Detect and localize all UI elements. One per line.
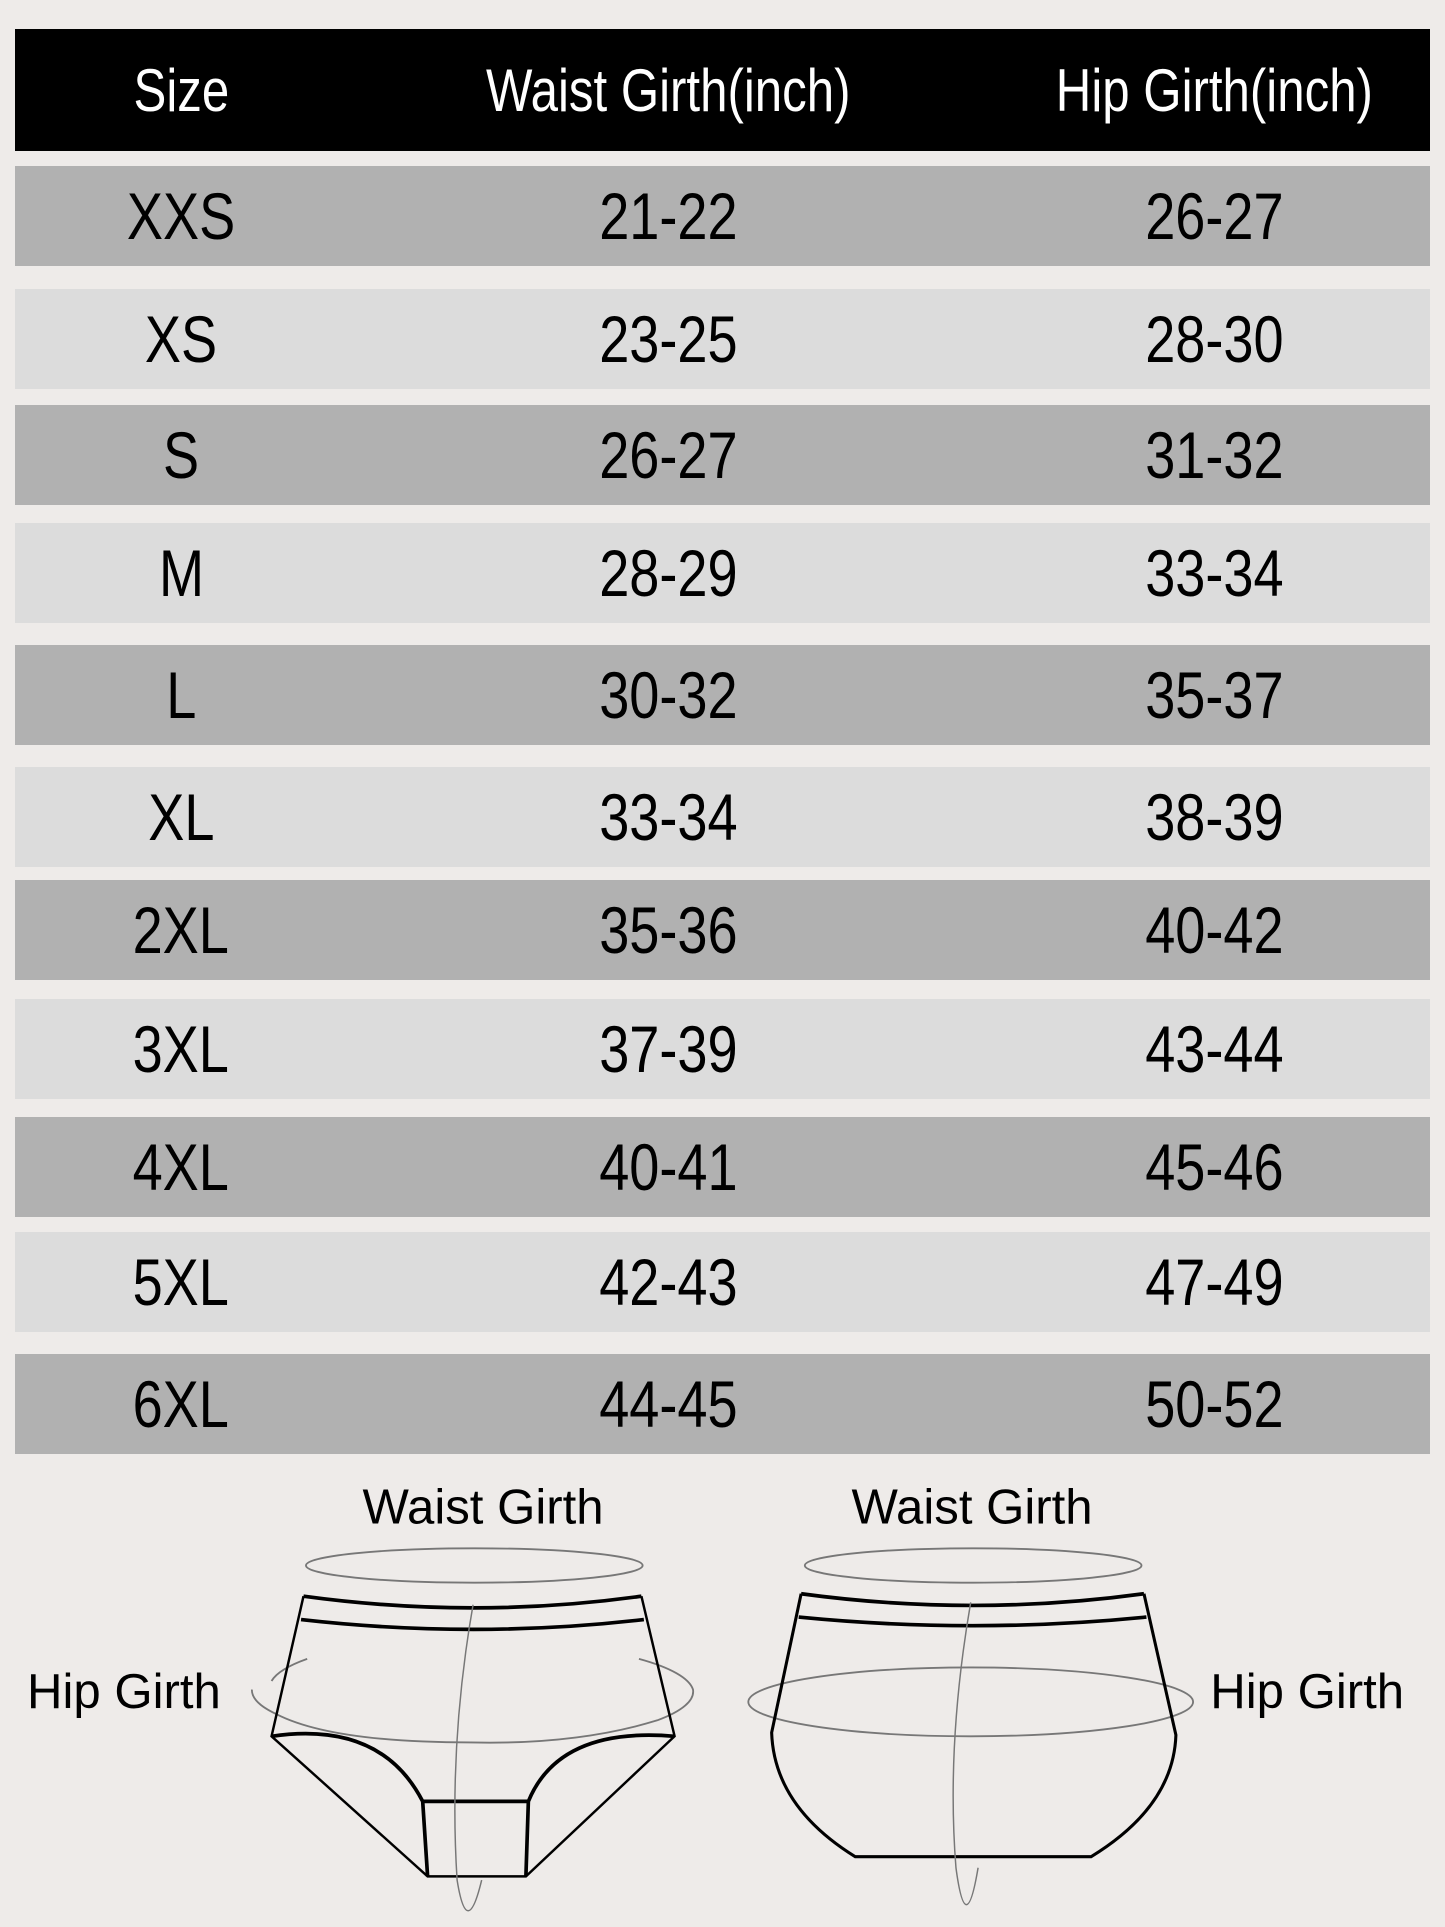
table-row: 5XL 42-43 47-49 — [15, 1232, 1430, 1332]
size-value: S — [162, 418, 200, 492]
header-hip: Hip Girth(inch) — [1055, 56, 1373, 124]
waist-cell: 26-27 — [468, 405, 868, 505]
left-hip-label: Hip Girth — [27, 1665, 221, 1719]
hip-cell: 35-37 — [1014, 645, 1414, 745]
hip-value: 38-39 — [1144, 780, 1284, 854]
waist-cell: 44-45 — [468, 1354, 868, 1454]
waist-value: 26-27 — [598, 418, 738, 492]
size-cell: XXS — [15, 166, 347, 266]
right-waist-label: Waist Girth — [852, 1481, 1093, 1535]
waist-value: 42-43 — [598, 1245, 738, 1319]
table-row: L 30-32 35-37 — [15, 645, 1430, 745]
size-value: 6XL — [132, 1367, 230, 1441]
table-row: 2XL 35-36 40-42 — [15, 880, 1430, 980]
waist-value: 44-45 — [598, 1367, 738, 1441]
waist-cell: 28-29 — [468, 523, 868, 623]
size-cell: 3XL — [15, 999, 347, 1099]
table-row: 3XL 37-39 43-44 — [15, 999, 1430, 1099]
hip-value: 26-27 — [1144, 179, 1284, 253]
hip-value: 43-44 — [1144, 1012, 1284, 1086]
waist-value: 28-29 — [598, 536, 738, 610]
size-cell: 6XL — [15, 1354, 347, 1454]
left-waist-label: Waist Girth — [362, 1481, 603, 1535]
waist-cell: 37-39 — [468, 999, 868, 1099]
size-value: XS — [144, 302, 218, 376]
size-cell: 4XL — [15, 1117, 347, 1217]
size-value: 5XL — [132, 1245, 230, 1319]
waist-value: 40-41 — [598, 1130, 738, 1204]
waist-value: 30-32 — [598, 658, 738, 732]
waist-cell: 23-25 — [468, 289, 868, 389]
hip-value: 47-49 — [1144, 1245, 1284, 1319]
hip-cell: 50-52 — [1014, 1354, 1414, 1454]
hip-cell: 40-42 — [1014, 880, 1414, 980]
waist-value: 37-39 — [598, 1012, 738, 1086]
hip-cell: 45-46 — [1014, 1117, 1414, 1217]
waist-cell: 30-32 — [468, 645, 868, 745]
waist-value: 33-34 — [598, 780, 738, 854]
size-value: 3XL — [132, 1012, 230, 1086]
size-value: XXS — [126, 179, 236, 253]
table-row: S 26-27 31-32 — [15, 405, 1430, 505]
size-value: 2XL — [132, 893, 230, 967]
size-cell: M — [15, 523, 347, 623]
hip-cell: 31-32 — [1014, 405, 1414, 505]
header-size: Size — [133, 56, 229, 124]
hip-value: 50-52 — [1144, 1367, 1284, 1441]
size-value: XL — [147, 780, 215, 854]
hip-cell: 33-34 — [1014, 523, 1414, 623]
waist-cell: 33-34 — [468, 767, 868, 867]
waist-value: 21-22 — [598, 179, 738, 253]
size-value: M — [158, 536, 204, 610]
table-row: XL 33-34 38-39 — [15, 767, 1430, 867]
table-header: Size Waist Girth(inch) Hip Girth(inch) — [15, 29, 1430, 151]
hip-cell: 47-49 — [1014, 1232, 1414, 1332]
waist-value: 35-36 — [598, 893, 738, 967]
hip-value: 28-30 — [1144, 302, 1284, 376]
size-cell: S — [15, 405, 347, 505]
size-cell: XS — [15, 289, 347, 389]
size-cell: L — [15, 645, 347, 745]
table-row: M 28-29 33-34 — [15, 523, 1430, 623]
size-value: 4XL — [132, 1130, 230, 1204]
size-cell: 5XL — [15, 1232, 347, 1332]
size-cell: 2XL — [15, 880, 347, 980]
waist-value: 23-25 — [598, 302, 738, 376]
hip-value: 35-37 — [1144, 658, 1284, 732]
briefs-front-illustration — [250, 1547, 695, 1912]
measurement-diagram: Waist Girth Hip Girth Waist Girth Hip Gi… — [27, 1481, 1404, 1912]
hip-value: 33-34 — [1144, 536, 1284, 610]
table-row: 6XL 44-45 50-52 — [15, 1354, 1430, 1454]
header-waist: Waist Girth(inch) — [485, 56, 851, 124]
hip-cell: 26-27 — [1014, 166, 1414, 266]
waist-cell: 40-41 — [468, 1117, 868, 1217]
table-row: XS 23-25 28-30 — [15, 289, 1430, 389]
briefs-back-illustration — [747, 1547, 1195, 1906]
table-row: 4XL 40-41 45-46 — [15, 1117, 1430, 1217]
right-hip-label: Hip Girth — [1210, 1665, 1404, 1719]
waist-cell: 21-22 — [468, 166, 868, 266]
hip-cell: 28-30 — [1014, 289, 1414, 389]
hip-value: 31-32 — [1144, 418, 1284, 492]
waist-cell: 35-36 — [468, 880, 868, 980]
size-cell: XL — [15, 767, 347, 867]
table-row: XXS 21-22 26-27 — [15, 166, 1430, 266]
size-value: L — [165, 658, 197, 732]
hip-value: 40-42 — [1144, 893, 1284, 967]
waist-cell: 42-43 — [468, 1232, 868, 1332]
hip-cell: 43-44 — [1014, 999, 1414, 1099]
hip-value: 45-46 — [1144, 1130, 1284, 1204]
hip-cell: 38-39 — [1014, 767, 1414, 867]
